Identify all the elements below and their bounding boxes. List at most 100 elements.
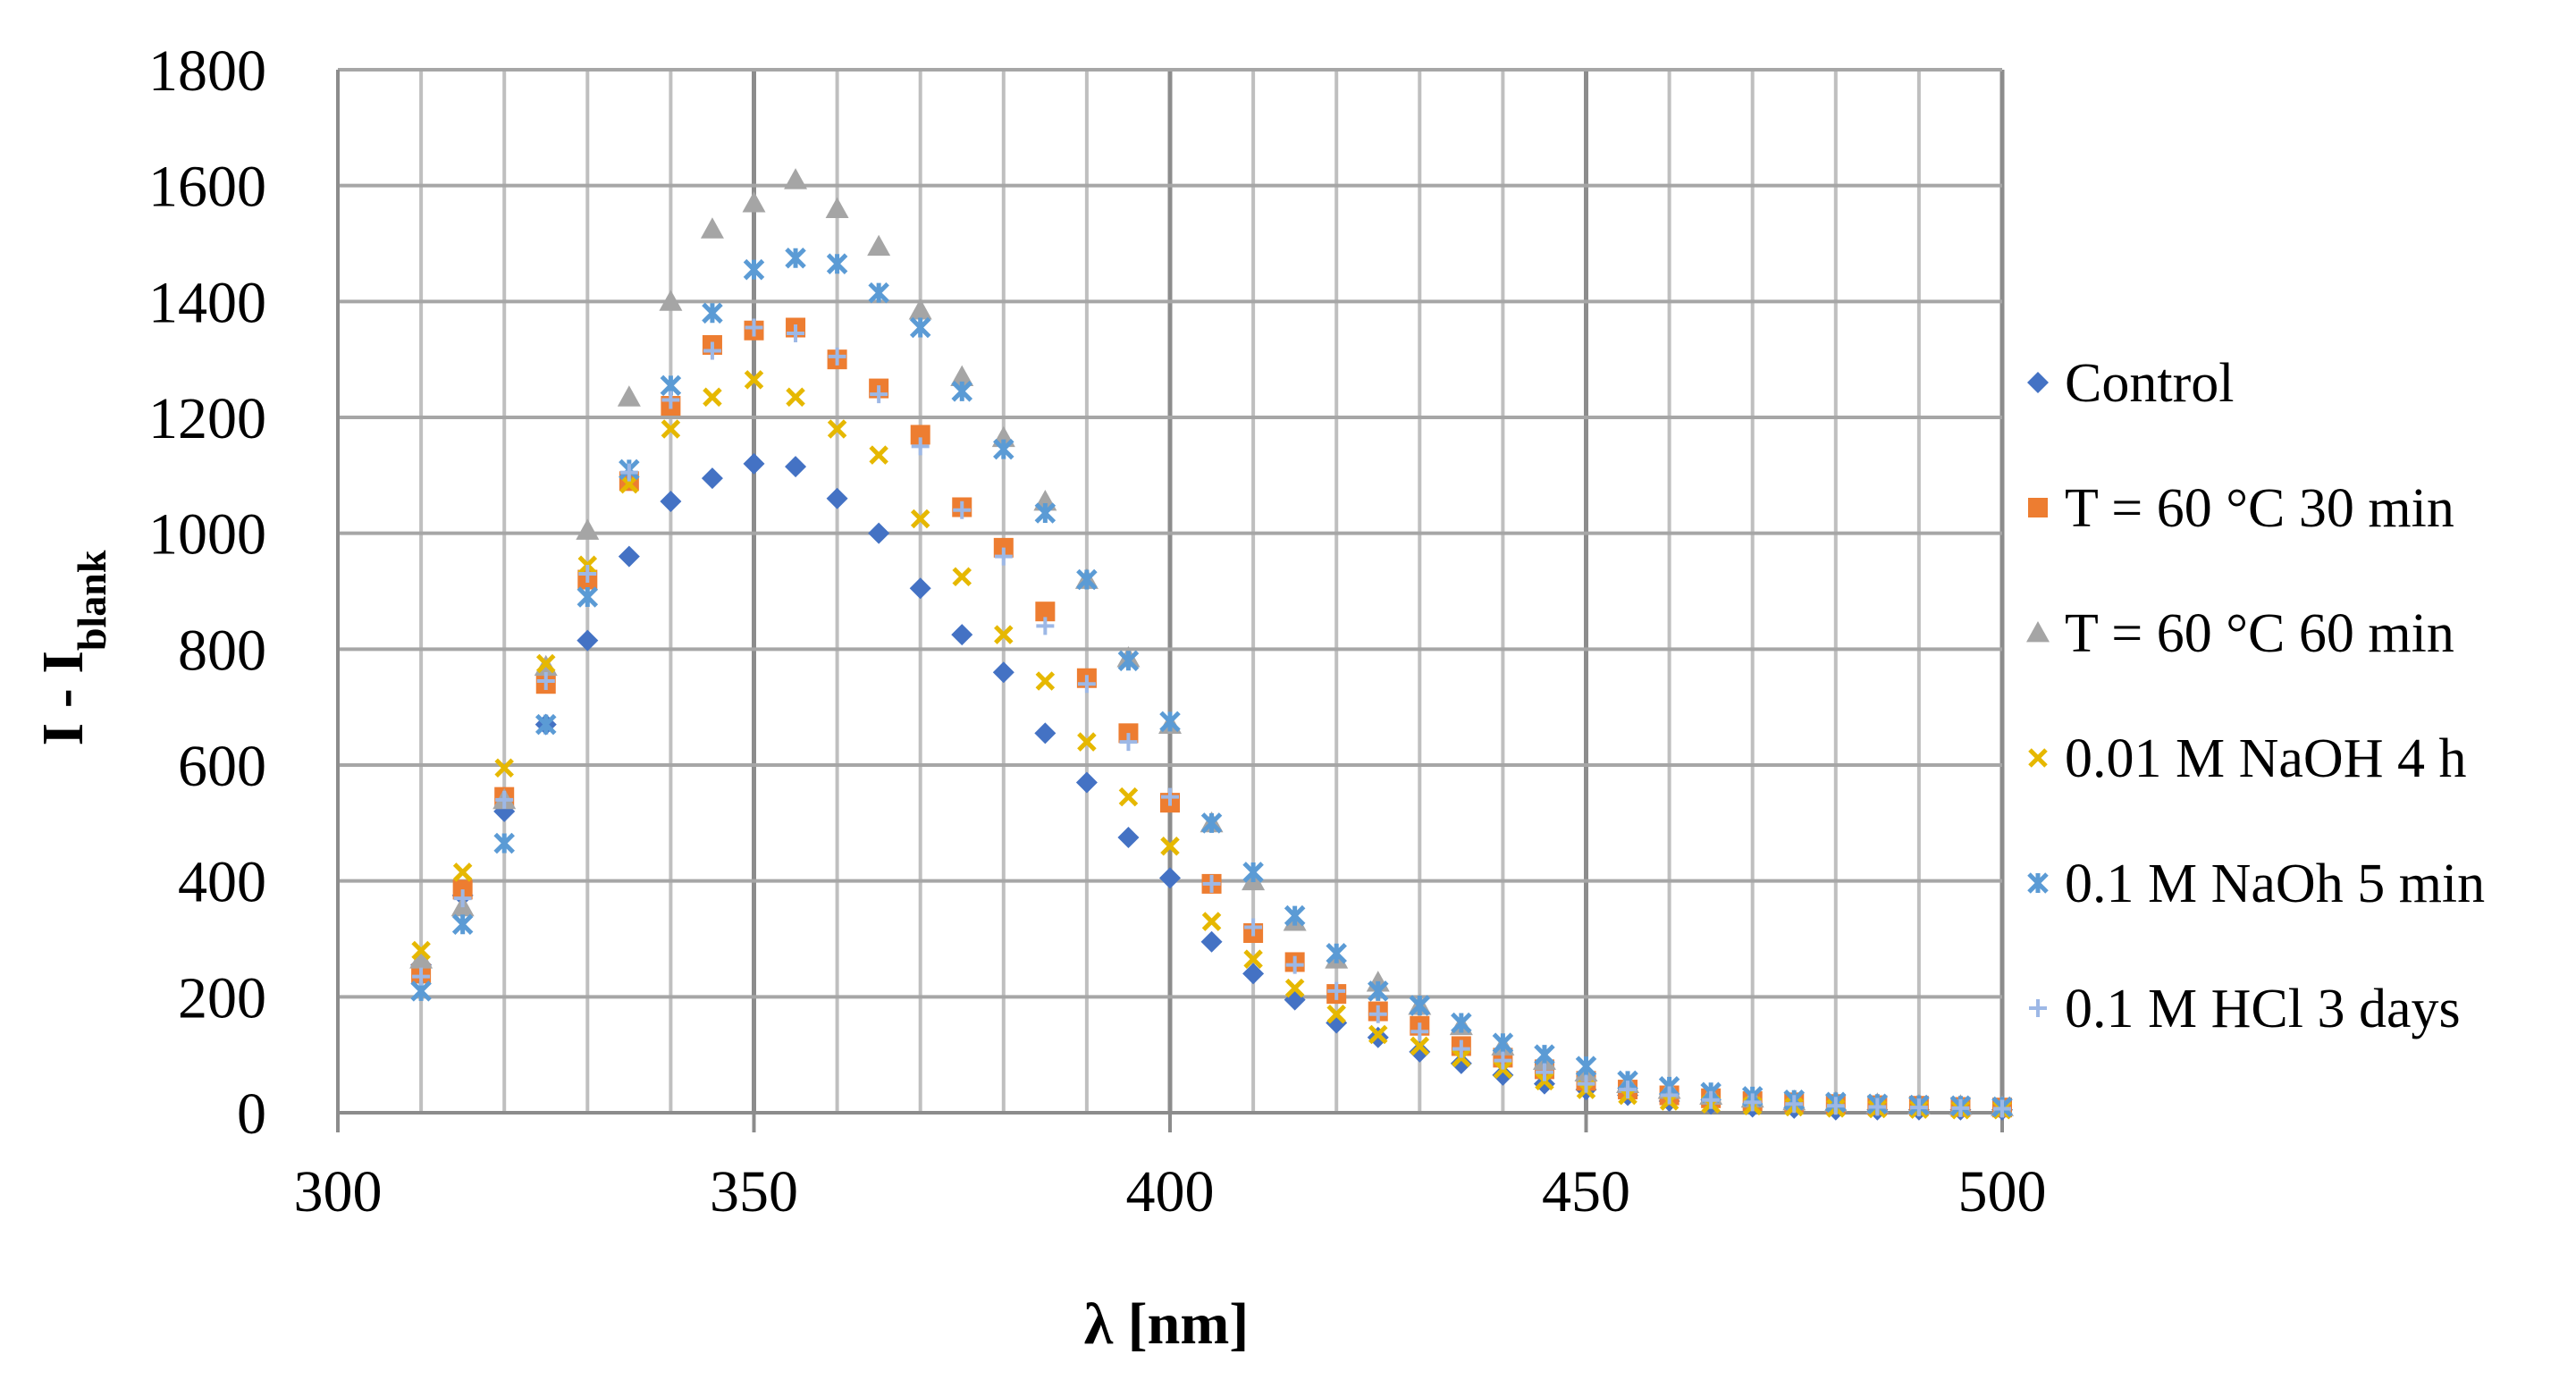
- legend: Control T = 60 °C 30 min T = 60 °C 60 min 0…: [2026, 353, 2485, 1039]
- data-point: [536, 671, 555, 690]
- data-point: [909, 577, 931, 600]
- data-point: [659, 290, 683, 311]
- data-point: [1200, 812, 1223, 834]
- data-point: [1035, 671, 1056, 691]
- legend-marker: [2029, 999, 2047, 1017]
- y-tick-label: 0: [237, 1081, 266, 1147]
- y-tick-label: 800: [178, 618, 266, 683]
- data-point: [1284, 988, 1306, 1011]
- data-point: [617, 385, 641, 407]
- data-point: [1368, 1005, 1387, 1023]
- x-tick-label: 300: [294, 1159, 383, 1224]
- data-point: [1244, 918, 1263, 937]
- legend-label: T = 60 °C 30 min: [2065, 478, 2454, 539]
- x-axis-title: λ [nm]: [1084, 1291, 1250, 1357]
- data-point: [1242, 862, 1264, 883]
- data-point: [1368, 1024, 1388, 1045]
- data-point: [618, 545, 640, 568]
- data-point: [743, 258, 765, 281]
- data-point: [867, 234, 891, 257]
- x-tick-label: 500: [1958, 1159, 2047, 1224]
- data-point: [787, 324, 805, 342]
- legend-marker: [2028, 498, 2048, 517]
- data-point: [745, 318, 763, 337]
- data-point: [994, 547, 1013, 566]
- data-point: [910, 425, 930, 445]
- legend-label: T = 60 °C 60 min: [2065, 603, 2454, 664]
- data-point: [951, 624, 973, 646]
- data-point: [1367, 980, 1389, 1002]
- data-point: [1909, 1098, 1928, 1117]
- data-point: [619, 463, 638, 482]
- data-point: [1826, 1097, 1845, 1115]
- data-point: [1118, 787, 1139, 807]
- data-point: [1034, 502, 1056, 524]
- legend-item: 0.01 M NaOH 4 h: [2028, 728, 2466, 789]
- data-point: [1161, 787, 1179, 806]
- y-tick-label: 1200: [148, 386, 266, 451]
- data-point: [994, 625, 1014, 644]
- series-5: [412, 318, 2011, 1118]
- y-tick-label: 1400: [148, 270, 266, 335]
- data-point: [1200, 930, 1223, 953]
- data-point: [1535, 1063, 1553, 1081]
- data-point: [1993, 1099, 2011, 1118]
- data-point: [1284, 904, 1306, 927]
- data-points: [409, 168, 2014, 1121]
- y-axis-title-main: I - I: [30, 651, 96, 745]
- data-point: [951, 381, 973, 402]
- data-point: [742, 191, 766, 213]
- data-point: [785, 247, 806, 269]
- data-point: [1575, 1056, 1597, 1077]
- legend-label: 0.1 M NaOh 5 min: [2065, 854, 2485, 914]
- legend-marker: [2027, 872, 2049, 894]
- data-point: [1409, 1040, 1431, 1063]
- axes: [336, 70, 2004, 1132]
- data-point: [953, 501, 972, 519]
- data-point: [577, 586, 599, 608]
- y-tick-label: 1800: [148, 38, 266, 104]
- data-point: [1243, 949, 1263, 969]
- data-point: [826, 253, 848, 274]
- series-0: [410, 452, 2013, 1121]
- data-point: [992, 661, 1014, 684]
- legend-label: 0.1 M HCl 3 days: [2065, 979, 2461, 1039]
- data-point: [1075, 771, 1098, 794]
- data-point: [1327, 981, 1346, 1000]
- data-point: [661, 419, 681, 439]
- data-point: [1660, 1086, 1679, 1105]
- legend-item: 0.1 M HCl 3 days: [2029, 979, 2461, 1039]
- data-point: [1743, 1093, 1762, 1112]
- y-tick-label: 600: [178, 734, 266, 799]
- data-point: [660, 491, 682, 513]
- data-point: [784, 168, 808, 189]
- data-point: [825, 197, 849, 218]
- data-point: [950, 365, 974, 387]
- data-point: [703, 387, 722, 408]
- data-point: [1451, 1012, 1472, 1034]
- data-point: [910, 509, 930, 529]
- data-point: [576, 518, 600, 540]
- data-point: [908, 299, 932, 320]
- legend-marker: [2028, 748, 2048, 768]
- data-point: [1619, 1081, 1637, 1099]
- y-tick-label: 400: [178, 850, 266, 915]
- y-tick-labels: 0 200 400 600 800 1000 1200 1400 1600 1800: [148, 38, 266, 1147]
- legend-item: Control: [2027, 353, 2234, 414]
- series-3: [411, 370, 2012, 1120]
- data-point: [909, 316, 931, 339]
- data-point: [619, 474, 639, 494]
- data-point: [1284, 978, 1305, 998]
- data-point: [451, 913, 474, 936]
- data-point: [1326, 942, 1347, 964]
- data-point: [1242, 963, 1265, 985]
- data-point: [495, 790, 514, 809]
- data-point: [452, 862, 473, 882]
- x-tick-label: 350: [710, 1159, 798, 1224]
- data-point: [1035, 601, 1056, 622]
- data-point: [1036, 617, 1055, 635]
- data-point: [493, 832, 515, 854]
- data-point: [826, 487, 848, 509]
- data-point: [700, 217, 724, 239]
- data-point: [744, 370, 764, 390]
